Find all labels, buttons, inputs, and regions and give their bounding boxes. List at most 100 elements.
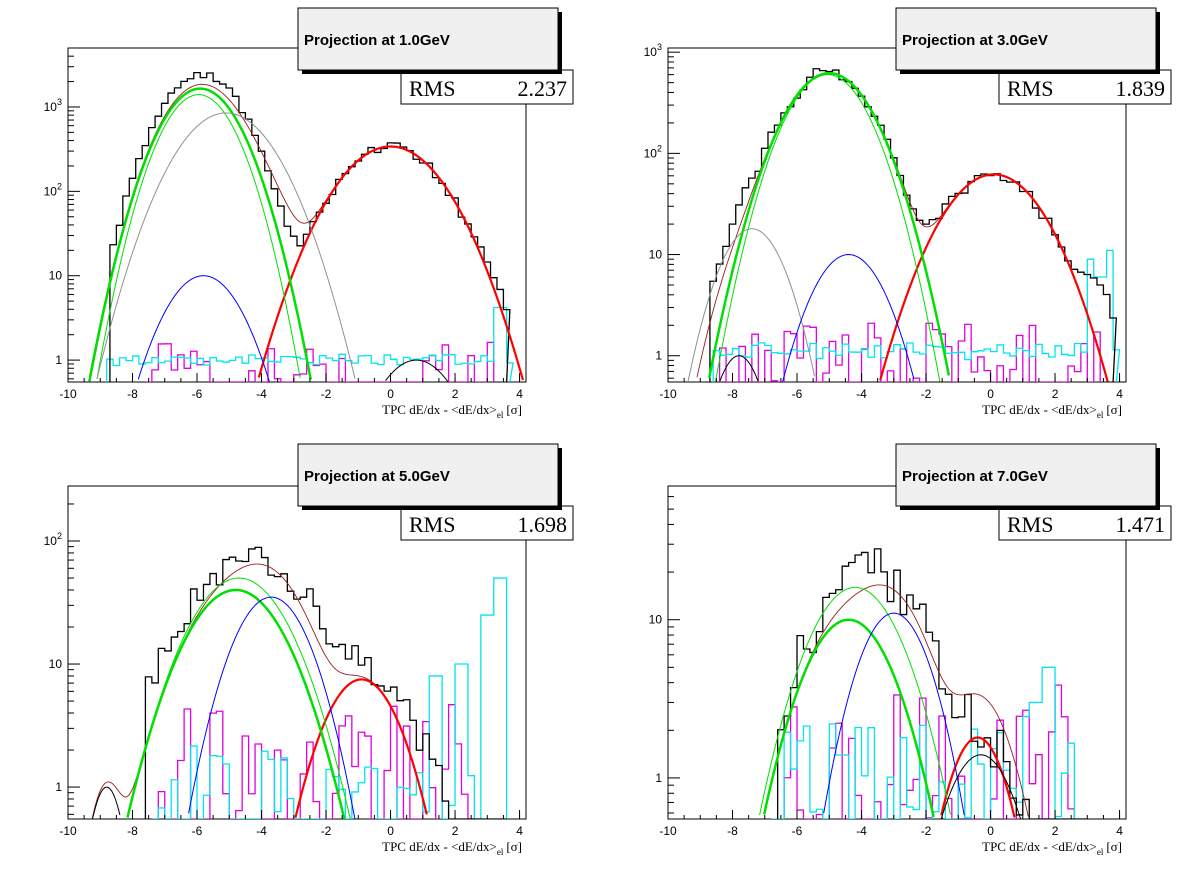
title-box <box>895 7 1157 71</box>
x-tick-label: -8 <box>127 824 138 838</box>
fit-proton <box>719 355 759 382</box>
plot-frame <box>667 485 1127 820</box>
hist-data <box>777 548 1088 819</box>
fit-grey <box>96 112 356 380</box>
y-tick-label: 103 <box>44 97 62 114</box>
fit-electron <box>257 145 525 381</box>
stats-box <box>400 69 574 105</box>
x-tick-label: -2 <box>321 387 332 401</box>
fit-grey <box>687 228 816 382</box>
rms-value: 1.839 <box>1116 76 1166 101</box>
x-tick-label: -8 <box>127 387 138 401</box>
x-tick-label: 2 <box>452 824 459 838</box>
x-tick-label: -4 <box>256 824 267 838</box>
rms-label: RMS <box>1007 512 1053 537</box>
plot-frame <box>67 485 527 820</box>
chart-title: Projection at 7.0GeV <box>902 468 1048 485</box>
rms-label: RMS <box>409 512 455 537</box>
fit-kaon <box>782 254 915 382</box>
y-tick-label: 1 <box>655 771 662 785</box>
plot-area <box>91 546 508 819</box>
fit-pion <box>88 87 312 382</box>
fit-pion2 <box>759 586 951 816</box>
x-tick-label: -6 <box>792 824 803 838</box>
title-box <box>895 443 1157 507</box>
rms-label: RMS <box>1007 76 1053 101</box>
x-tick-label: -2 <box>921 387 932 401</box>
fit-proton <box>385 359 449 382</box>
x-tick-label: 0 <box>987 387 994 401</box>
x-tick-label: -8 <box>727 387 738 401</box>
fit-pion <box>762 618 935 818</box>
plot-area <box>759 548 1088 819</box>
y-tick-label: 1 <box>55 780 62 794</box>
panel-4: -10 -8 -6 -4 -2 0 2 4 1 10 TPC dE/dx - <dE/dx>el [σ… <box>649 443 1172 857</box>
x-tick-label: 2 <box>1052 824 1059 838</box>
x-tick-label: 2 <box>1052 387 1059 401</box>
chart-title: Projection at 1.0GeV <box>304 32 450 49</box>
fit-pion2 <box>714 74 941 382</box>
fit-electron <box>879 173 1109 382</box>
x-tick-label: 2 <box>452 387 459 401</box>
stats-box <box>400 505 574 541</box>
y-tick-label: 103 <box>644 42 662 59</box>
x-tick-label: -8 <box>727 824 738 838</box>
rms-label: RMS <box>409 76 455 101</box>
x-tick-label: 4 <box>1116 824 1123 838</box>
x-tick-label: -10 <box>659 387 677 401</box>
x-tick-label: -2 <box>921 824 932 838</box>
x-tick-label: -10 <box>59 824 77 838</box>
fit-pion <box>126 588 346 819</box>
fit-pion2 <box>127 577 351 819</box>
x-tick-label: -6 <box>792 387 803 401</box>
y-tick-label: 10 <box>649 613 663 627</box>
title-box <box>297 7 559 71</box>
x-tick-label: -4 <box>256 387 267 401</box>
plot-area <box>88 72 525 382</box>
y-tick-label: 102 <box>44 531 62 548</box>
fit-kaon <box>137 275 270 382</box>
plot-area <box>687 68 1121 382</box>
rms-value: 2.237 <box>518 76 568 101</box>
hist-data <box>144 546 507 819</box>
stats-box <box>998 505 1172 541</box>
x-tick-label: -10 <box>659 824 677 838</box>
y-tick-label: 10 <box>49 657 63 671</box>
x-tick-label: -4 <box>856 387 867 401</box>
x-tick-label: -6 <box>192 824 203 838</box>
y-tick-label: 1 <box>55 353 62 367</box>
x-tick-label: -2 <box>321 824 332 838</box>
x-axis-label: TPC dE/dx - <dE/dx>el [σ] <box>982 839 1122 857</box>
chart-title: Projection at 5.0GeV <box>304 468 450 485</box>
x-axis-label: TPC dE/dx - <dE/dx>el [σ] <box>982 402 1122 420</box>
x-tick-label: -10 <box>59 387 77 401</box>
y-tick-label: 10 <box>649 248 663 262</box>
fit-pion2 <box>96 94 301 379</box>
rms-value: 1.698 <box>518 512 568 537</box>
title-box <box>297 443 559 507</box>
hist-cyan <box>771 666 1076 819</box>
x-axis-label: TPC dE/dx - <dE/dx>el [σ] <box>382 402 522 420</box>
x-axis-label: TPC dE/dx - <dE/dx>el [σ] <box>382 839 522 857</box>
hist-cyan <box>712 249 1121 382</box>
x-tick-label: 4 <box>1116 387 1123 401</box>
x-tick-label: -4 <box>856 824 867 838</box>
rms-value: 1.471 <box>1116 512 1166 537</box>
x-tick-label: 4 <box>516 387 523 401</box>
panel-1: -10 -8 -6 -4 -2 0 2 4 1 10 102 103 TPC dE/dx - <dE/d… <box>44 7 574 420</box>
fit-proton <box>940 754 1022 819</box>
x-tick-label: -6 <box>192 387 203 401</box>
hist-magenta <box>718 322 1101 382</box>
chart-title: Projection at 3.0GeV <box>902 32 1048 49</box>
fit-pion <box>707 71 951 378</box>
y-tick-label: 1 <box>655 349 662 363</box>
y-tick-label: 102 <box>644 143 662 160</box>
panel-2: -10 -8 -6 -4 -2 0 2 4 1 10 102 103 TPC dE/dx - <dE/d… <box>644 7 1172 420</box>
y-tick-label: 10 <box>49 269 63 283</box>
fit-kaon <box>823 612 965 816</box>
x-tick-label: 0 <box>987 824 994 838</box>
fit-kaon <box>188 596 356 819</box>
x-tick-label: 4 <box>516 824 523 838</box>
panel-3: -10 -8 -6 -4 -2 0 2 4 1 10 102 TPC dE/dx - <dE/dx>e… <box>44 443 574 857</box>
